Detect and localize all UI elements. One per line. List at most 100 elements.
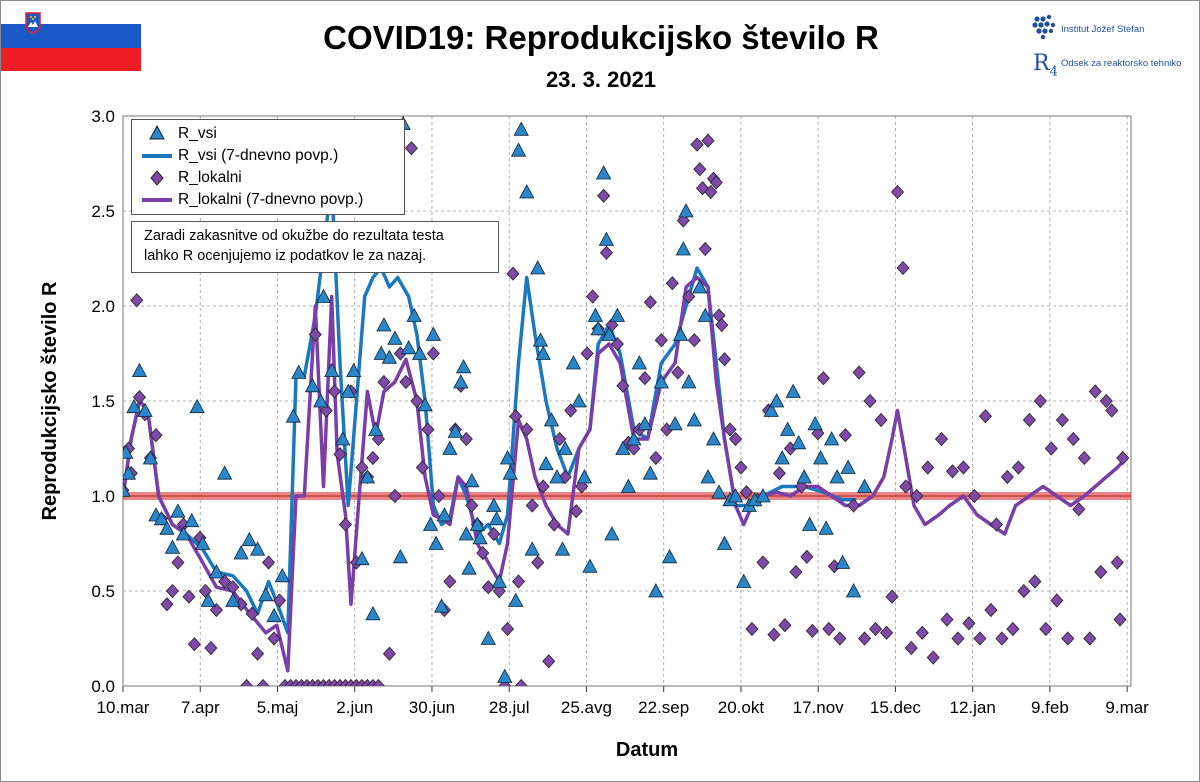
diamond-marker-icon [150, 170, 164, 186]
r-vsi-point [790, 434, 807, 450]
r-vsi-point [137, 402, 153, 417]
r-vsi-point [769, 393, 785, 408]
r-vsi-point [491, 573, 507, 588]
r-vsi-point [519, 184, 535, 199]
r-vsi-point [829, 469, 845, 484]
r-vsi-point [433, 598, 450, 613]
r-lokalni-point [665, 276, 679, 291]
page-title: COVID19: Reprodukcijsko število R [323, 19, 879, 56]
r-vsi-point [543, 412, 560, 427]
r-vsi-point [604, 526, 620, 541]
r-vsi-point [700, 469, 716, 484]
r-lokalni-point [388, 488, 402, 504]
r-vsi-point [565, 355, 582, 370]
r-lokalni-point [273, 593, 287, 608]
r-vsi-point [609, 307, 626, 322]
x-tick-label: 5.maj [257, 698, 299, 717]
r-vsi-point [823, 431, 840, 446]
r-lokalni-point [542, 654, 556, 669]
r-lokalni-point [1088, 384, 1102, 399]
y-tick-label: 0.0 [91, 677, 115, 696]
r-vsi-point [692, 279, 708, 294]
r-vsi-point [458, 526, 474, 541]
r-vsi-point [274, 567, 290, 583]
plot-border [122, 115, 1132, 687]
r-lokalni-point [130, 293, 144, 308]
r-lokalni-point [704, 184, 718, 200]
r-lokalni-point [531, 555, 545, 570]
r-vsi-point [417, 396, 433, 412]
r-lokalni-point [778, 618, 792, 633]
r-lokalni-point [586, 289, 600, 304]
r-lokalni-point [693, 162, 707, 177]
r-vsi-point [705, 431, 722, 446]
r-vsi-point [530, 260, 546, 275]
legend-item-r-vsi: R_vsi [132, 123, 402, 145]
r-lokalni-point [1006, 621, 1020, 637]
r-lokalni-point [182, 589, 196, 604]
r-vsi-point [601, 326, 617, 341]
r-vsi-point [807, 415, 823, 431]
r-lokalni-point [1017, 583, 1031, 599]
y-tick-label: 0.5 [91, 582, 115, 601]
r-lokalni-point [410, 393, 424, 409]
r-vsi-point [626, 431, 642, 446]
r-vsi-point [266, 607, 282, 623]
r-lokalni-point [500, 621, 515, 637]
r-lokalni-avg-line [123, 275, 1125, 673]
r-lokalni-point [443, 574, 457, 589]
r-vsi-point [354, 550, 370, 566]
r-lokalni-point [715, 317, 729, 333]
legend-label: R_vsi [178, 125, 217, 142]
r-vsi-point [845, 583, 862, 598]
r-lokalni-point [514, 678, 528, 686]
r-vsi-point [335, 431, 351, 446]
r-lokalni-point [701, 133, 715, 148]
r-lokalni-point [547, 517, 561, 532]
x-tick-label: 20.okt [718, 698, 765, 717]
coat-of-arms-icon [25, 12, 41, 34]
r-lokalni-point [1110, 555, 1124, 570]
r-vsi-point [681, 374, 697, 389]
r-vsi-point [422, 516, 439, 531]
r-lokalni-point [643, 295, 657, 310]
r-lokalni-point [904, 640, 918, 656]
x-tick-label: 17.nov [793, 698, 845, 717]
legend-item-r-vsi-avg: R_vsi (7-dnevno povp.) [132, 145, 402, 167]
r-lokalni-point [896, 260, 910, 276]
department-name: Odsek za reaktorsko tehniko [1061, 58, 1182, 69]
r-vsi-point [200, 592, 216, 607]
r-lokalni-point [580, 346, 594, 361]
r-vsi-point [686, 412, 702, 427]
r-vsi-point [620, 478, 637, 493]
r-vsi-point [123, 444, 134, 459]
y-tick-label: 1.5 [91, 392, 115, 411]
r-lokalni-point [506, 266, 520, 281]
x-tick-label: 9.mar [1105, 698, 1149, 717]
r-vsi-point [510, 142, 527, 157]
r-vsi-point [406, 307, 422, 322]
r-lokalni-point [1077, 450, 1091, 466]
r-vsi-point [615, 440, 631, 455]
r-lokalni-point [1050, 593, 1064, 608]
institute-name: Institut Jožef Stefan [1061, 24, 1145, 35]
legend-item-r-lokalni-avg: R_lokalni (7-dnevno povp.) [132, 189, 402, 211]
r-lokalni-point [723, 422, 737, 437]
r-vsi-point [716, 535, 733, 550]
r-lokalni-point [536, 479, 550, 494]
r-vsi-point [324, 362, 340, 377]
r-vsi-point [535, 345, 551, 360]
r-lokalni-point [874, 412, 888, 428]
r-vsi-point [123, 482, 131, 497]
x-axis-title: Datum [616, 739, 678, 761]
r-lokalni-point [599, 245, 613, 260]
r-vsi-point [208, 564, 225, 579]
r-lokalni-point [816, 371, 830, 386]
r-lokalni-point [1083, 631, 1097, 646]
r-lokalni-point [638, 371, 652, 386]
r-vsi-point [598, 231, 615, 246]
r-lokalni-point [869, 621, 883, 637]
legend-label: R_lokalni [178, 169, 242, 186]
r-lokalni-point [863, 393, 877, 409]
r-lokalni-point [459, 431, 473, 447]
